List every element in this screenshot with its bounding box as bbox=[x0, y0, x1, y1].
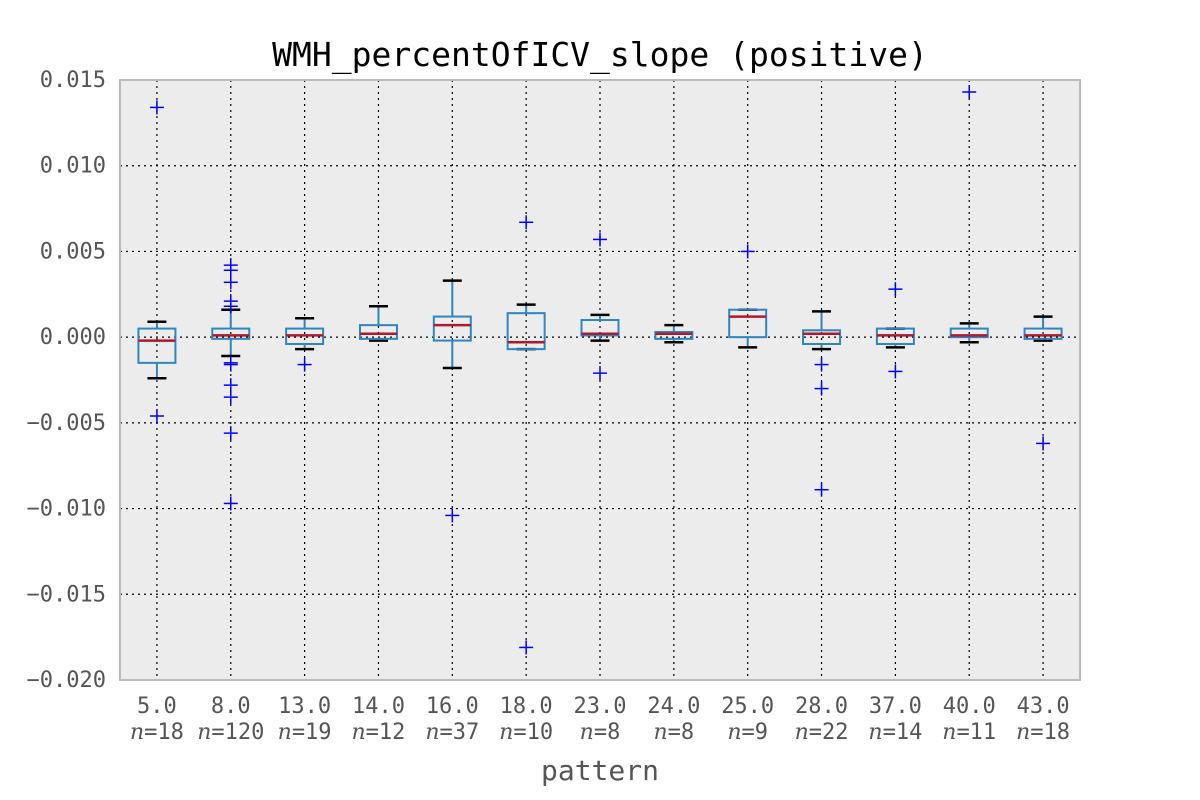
box-iqr bbox=[137, 327, 177, 364]
x-axis-label: pattern bbox=[541, 754, 659, 787]
flier-marker bbox=[223, 426, 238, 441]
flier-marker bbox=[1036, 436, 1051, 451]
flier-marker bbox=[149, 409, 164, 423]
flier-marker bbox=[593, 232, 607, 247]
box-iqr bbox=[432, 315, 472, 342]
box-series bbox=[137, 85, 1063, 655]
flier-marker bbox=[962, 85, 977, 99]
flier-marker bbox=[223, 496, 238, 511]
box-13.0 bbox=[285, 317, 325, 372]
flier-marker bbox=[888, 364, 903, 379]
box-iqr bbox=[654, 331, 694, 340]
x-tick-label: 8.0 bbox=[211, 694, 251, 719]
y-tick-label: 0.000 bbox=[40, 325, 106, 350]
y-tick-label: −0.010 bbox=[27, 497, 106, 522]
flier-marker bbox=[223, 275, 238, 290]
x-tick-label: 16.0 bbox=[426, 694, 479, 719]
flier-marker bbox=[223, 263, 238, 278]
flier-marker bbox=[814, 482, 829, 497]
y-tick-label: −0.015 bbox=[27, 582, 106, 607]
box-28.0 bbox=[802, 310, 842, 497]
flier-marker bbox=[297, 357, 312, 372]
flier-marker bbox=[223, 378, 238, 393]
x-tick-count: n=14 bbox=[868, 720, 922, 745]
x-tick-count: n=18 bbox=[130, 720, 184, 745]
x-tick-count: n=8 bbox=[580, 720, 621, 745]
box-14.0 bbox=[358, 305, 398, 342]
box-5.0 bbox=[137, 100, 177, 423]
y-tick-label: −0.005 bbox=[27, 411, 106, 436]
x-tick-label: 24.0 bbox=[647, 694, 700, 719]
x-axis-ticks: 5.0n=188.0n=12013.0n=1914.0n=1216.0n=371… bbox=[130, 694, 1070, 745]
x-tick-label: 14.0 bbox=[352, 694, 405, 719]
flier-marker bbox=[223, 357, 238, 372]
box-25.0 bbox=[728, 244, 768, 349]
x-tick-label: 43.0 bbox=[1017, 694, 1070, 719]
x-tick-count: n=19 bbox=[278, 720, 332, 745]
flier-marker bbox=[223, 299, 238, 314]
x-tick-count: n=22 bbox=[795, 720, 849, 745]
y-axis-ticks: 0.015 0.010 0.005 0.000 −0.005 −0.010 −0.015 −0… bbox=[27, 68, 106, 693]
x-tick-label: 18.0 bbox=[500, 694, 553, 719]
x-tick-count: n=12 bbox=[352, 720, 406, 745]
x-tick-count: n=8 bbox=[654, 720, 695, 745]
x-tick-count: n=37 bbox=[425, 720, 479, 745]
x-tick-label: 25.0 bbox=[721, 694, 774, 719]
flier-marker bbox=[814, 381, 829, 396]
box-iqr bbox=[1023, 327, 1063, 340]
x-tick-count: n=18 bbox=[1016, 720, 1070, 745]
y-tick-label: 0.005 bbox=[40, 239, 106, 264]
flier-marker bbox=[519, 640, 534, 655]
y-tick-label: −0.020 bbox=[27, 668, 106, 693]
box-24.0 bbox=[654, 323, 694, 344]
box-iqr bbox=[211, 327, 251, 340]
x-tick-label: 40.0 bbox=[943, 694, 996, 719]
x-tick-label: 5.0 bbox=[137, 694, 177, 719]
flier-marker bbox=[445, 508, 460, 523]
x-tick-label: 37.0 bbox=[869, 694, 922, 719]
x-tick-count: n=9 bbox=[727, 720, 768, 745]
box-8.0 bbox=[211, 258, 251, 511]
box-iqr bbox=[506, 312, 546, 351]
x-tick-label: 13.0 bbox=[278, 694, 331, 719]
flier-marker bbox=[814, 357, 829, 372]
box-iqr bbox=[358, 324, 398, 340]
y-tick-label: 0.010 bbox=[40, 154, 106, 179]
plot-frame bbox=[119, 79, 1081, 681]
x-tick-count: n=120 bbox=[197, 720, 264, 745]
box-iqr bbox=[949, 327, 989, 339]
chart-title: WMH_percentOfICV_slope (positive) bbox=[272, 35, 928, 75]
flier-marker bbox=[519, 215, 534, 230]
box-23.0 bbox=[580, 232, 620, 381]
box-18.0 bbox=[506, 215, 546, 655]
box-40.0 bbox=[949, 85, 989, 344]
box-iqr bbox=[580, 319, 620, 337]
box-37.0 bbox=[875, 282, 915, 379]
x-tick-count: n=11 bbox=[942, 720, 996, 745]
box-16.0 bbox=[432, 279, 472, 523]
box-iqr bbox=[802, 329, 842, 345]
flier-marker bbox=[740, 244, 755, 259]
x-tick-label: 23.0 bbox=[574, 694, 627, 719]
y-tick-label: 0.015 bbox=[40, 68, 106, 93]
flier-marker bbox=[593, 366, 607, 381]
box-43.0 bbox=[1023, 315, 1063, 451]
flier-marker bbox=[223, 390, 238, 405]
flier-marker bbox=[888, 282, 903, 297]
flier-marker bbox=[149, 100, 164, 115]
box-iqr bbox=[728, 308, 768, 339]
x-tick-count: n=10 bbox=[499, 720, 553, 745]
x-tick-label: 28.0 bbox=[795, 694, 848, 719]
